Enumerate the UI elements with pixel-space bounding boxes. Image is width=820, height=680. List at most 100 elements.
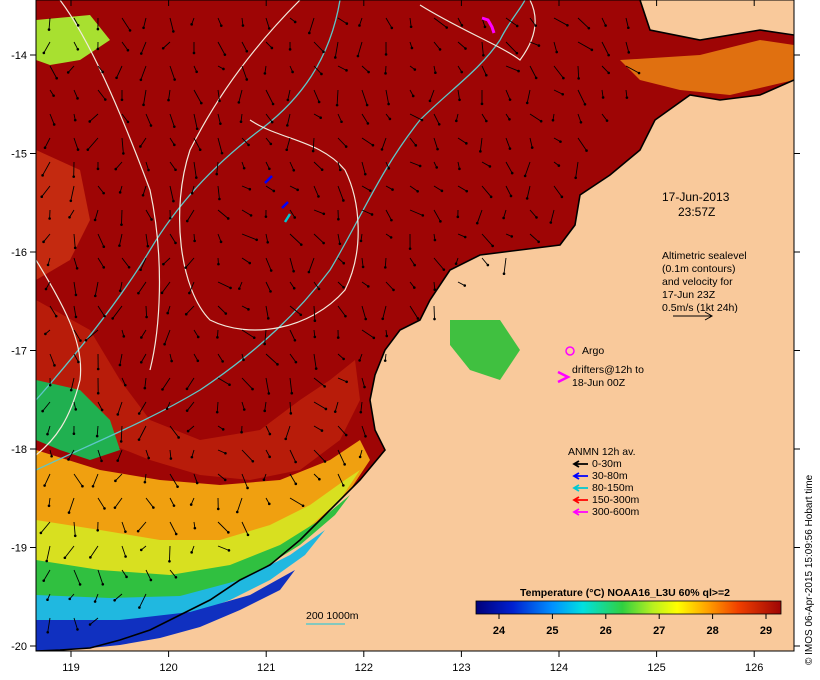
velocity-arrow — [43, 569, 51, 581]
velocity-arrow — [265, 17, 270, 29]
date-label: 17-Jun-2013 — [662, 190, 730, 204]
velocity-arrow-head — [342, 261, 346, 265]
velocity-arrow — [385, 209, 392, 221]
velocity-arrow-head — [149, 124, 153, 127]
velocity-arrow — [44, 137, 51, 148]
cool-patch-kimberley — [450, 320, 520, 380]
velocity-arrow — [42, 161, 51, 176]
velocity-arrow-head — [102, 191, 105, 195]
velocity-arrow-head — [195, 481, 199, 485]
velocity-arrow-head — [322, 241, 325, 245]
velocity-arrow — [121, 257, 130, 268]
velocity-arrow — [193, 161, 197, 178]
colorbar-tick-label: 27 — [653, 625, 665, 637]
velocity-arrow — [144, 473, 147, 483]
velocity-arrow — [289, 257, 295, 272]
velocity-arrow-head — [220, 151, 224, 155]
velocity-arrow-head — [627, 26, 630, 30]
velocity-arrow — [217, 233, 222, 242]
velocity-arrow-head — [192, 51, 196, 55]
velocity-arrow — [241, 473, 248, 489]
velocity-arrow-head — [73, 534, 77, 538]
velocity-arrow — [216, 401, 219, 413]
velocity-arrow — [241, 137, 249, 146]
velocity-arrow-head — [91, 484, 95, 488]
velocity-arrow — [97, 449, 102, 462]
velocity-arrow — [526, 185, 531, 199]
velocity-arrow — [529, 209, 537, 218]
velocity-arrow-head — [190, 23, 193, 26]
velocity-arrow — [313, 281, 320, 290]
velocity-arrow — [505, 65, 519, 72]
velocity-arrow-head — [293, 20, 297, 24]
colorbar-tick-label: 24 — [493, 625, 506, 637]
velocity-arrow-head — [344, 145, 348, 148]
velocity-arrow — [169, 497, 175, 506]
velocity-arrow-head — [508, 98, 512, 101]
velocity-arrow — [217, 545, 230, 551]
velocity-arrow — [48, 17, 51, 30]
velocity-arrow — [265, 281, 271, 292]
velocity-arrow — [48, 497, 51, 506]
velocity-arrow-head — [40, 195, 44, 198]
velocity-arrow-head — [172, 504, 176, 507]
velocity-arrow-head — [93, 600, 97, 603]
colorbar-tick-label: 25 — [546, 625, 558, 637]
velocity-arrow-head — [604, 24, 607, 27]
velocity-arrow-head — [55, 76, 58, 80]
velocity-arrow — [193, 113, 198, 129]
velocity-arrow-head — [176, 485, 179, 488]
velocity-arrow-head — [525, 197, 529, 200]
velocity-arrow-head — [590, 48, 594, 52]
velocity-arrow — [337, 65, 347, 71]
colorbar-title: Temperature (°C) NOAA16_L3U 60% ql>=2 — [520, 587, 730, 599]
velocity-arrow — [577, 113, 582, 123]
velocity-arrow-head — [342, 484, 345, 487]
velocity-arrow — [361, 89, 368, 106]
velocity-arrow-head — [143, 480, 147, 484]
velocity-arrow-head — [215, 410, 219, 414]
velocity-arrow — [73, 89, 78, 99]
velocity-arrows — [39, 17, 641, 634]
velocity-arrow-head — [342, 199, 345, 202]
velocity-arrow-head — [627, 51, 631, 54]
mooring-legend-label: 30-80m — [592, 470, 628, 482]
velocity-arrow-head — [96, 528, 100, 532]
velocity-arrow — [92, 473, 99, 487]
velocity-arrow-head — [124, 530, 127, 533]
velocity-arrow-head — [139, 268, 142, 272]
velocity-arrow — [217, 305, 227, 314]
mooring-marker-cyan — [283, 213, 292, 223]
velocity-arrow — [140, 137, 147, 147]
velocity-arrow-head — [102, 266, 106, 269]
velocity-arrow — [361, 257, 364, 267]
velocity-arrow — [313, 161, 323, 171]
velocity-arrow-head — [186, 429, 190, 433]
velocity-arrow — [553, 185, 563, 198]
velocity-arrow-head — [363, 385, 366, 389]
velocity-arrow — [241, 377, 253, 390]
velocity-arrow — [433, 185, 443, 192]
velocity-arrow — [313, 449, 326, 462]
velocity-arrow-head — [172, 199, 175, 203]
velocity-arrow-head — [299, 243, 303, 246]
colorbar-tick-label: 29 — [760, 625, 772, 637]
velocity-arrow-head — [342, 357, 345, 361]
velocity-arrow-head — [227, 549, 231, 552]
velocity-arrow-head — [344, 433, 348, 437]
velocity-arrow — [140, 353, 147, 363]
velocity-arrow-head — [508, 117, 511, 121]
velocity-arrow — [186, 401, 195, 411]
velocity-arrow-head — [43, 146, 47, 150]
cool-patch-nw — [36, 15, 110, 65]
velocity-arrow — [143, 17, 147, 28]
velocity-arrow — [121, 521, 126, 532]
velocity-arrow-head — [120, 223, 123, 226]
velocity-arrow — [217, 89, 220, 101]
velocity-arrow — [73, 233, 76, 248]
velocity-arrow — [313, 377, 325, 387]
cool-band-cyan — [36, 530, 325, 643]
velocity-arrow-head — [63, 556, 67, 560]
velocity-arrow-head — [344, 314, 347, 318]
y-tick-label: -14 — [11, 50, 27, 62]
